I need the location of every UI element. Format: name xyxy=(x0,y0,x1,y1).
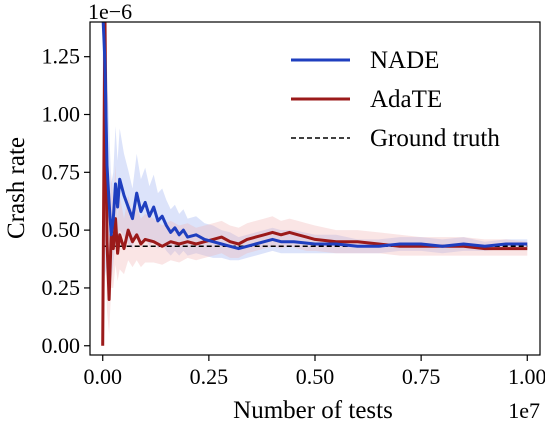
y-axis-label: Crash rate xyxy=(3,137,30,239)
legend-label-adate: AdaTE xyxy=(370,86,442,113)
y-tick-label: 0.00 xyxy=(42,333,81,358)
y-tick-label: 0.50 xyxy=(42,217,81,242)
y-tick-label: 1.00 xyxy=(42,102,81,127)
x-tick-label: 0.00 xyxy=(83,364,122,389)
legend: NADE AdaTE Ground truth xyxy=(291,47,500,152)
series-lines xyxy=(101,22,528,346)
y-tick-label: 0.25 xyxy=(42,275,81,300)
x-axis-label: Number of tests xyxy=(233,397,393,424)
y-axis-ticks: 0.00 0.25 0.50 0.75 1.00 1.25 xyxy=(42,44,90,358)
nade-band xyxy=(102,22,528,346)
y-offset-label: 1e−6 xyxy=(88,0,132,24)
y-tick-label: 0.75 xyxy=(42,159,81,184)
legend-label-nade: NADE xyxy=(370,47,439,74)
plot-frame xyxy=(89,21,541,356)
nade-line xyxy=(101,22,528,251)
x-tick-label: 0.25 xyxy=(190,364,229,389)
adate-line xyxy=(101,22,528,346)
x-tick-label: 0.50 xyxy=(296,364,335,389)
legend-label-ground-truth: Ground truth xyxy=(370,125,500,152)
x-tick-label: 0.75 xyxy=(402,364,441,389)
adate-band xyxy=(102,22,528,346)
x-tick-label: 1.00 xyxy=(508,364,545,389)
x-offset-label: 1e7 xyxy=(508,398,540,423)
y-tick-label: 1.25 xyxy=(42,44,81,69)
confidence-bands xyxy=(102,22,528,346)
x-axis-ticks: 0.00 0.25 0.50 0.75 1.00 xyxy=(83,355,545,389)
